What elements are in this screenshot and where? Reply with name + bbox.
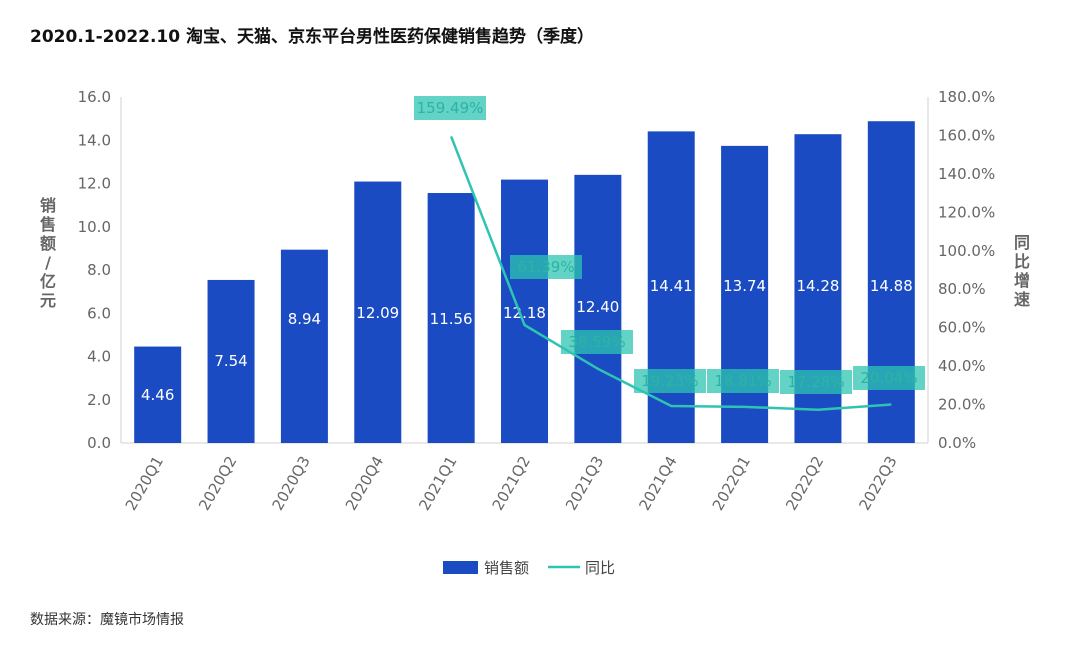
x-tick-label: 2021Q4 [635, 453, 680, 514]
yoy-label-box [634, 369, 706, 393]
y2-tick-label: 180.0% [938, 88, 995, 106]
yoy-value-label: 38.59% [568, 333, 625, 351]
y2-tick-label: 160.0% [938, 126, 995, 144]
y-tick-label: 6.0 [87, 304, 111, 322]
x-tick-label: 2022Q3 [855, 453, 900, 514]
y-axis-title: 销售额/亿元 [40, 196, 56, 310]
yoy-label-box [414, 96, 486, 120]
yoy-label-box [707, 369, 779, 393]
yoy-value-label: 20.04% [860, 369, 917, 387]
source-note: 数据来源：魔镜市场情报 [30, 612, 184, 628]
x-tick-label: 2020Q4 [342, 453, 387, 514]
legend-bar-label: 销售额 [484, 559, 529, 577]
y-tick-label: 16.0 [78, 88, 111, 106]
bar-2022q1 [721, 145, 769, 443]
bar-value-label: 11.56 [430, 310, 473, 328]
x-tick-label: 2020Q3 [269, 453, 314, 514]
bar-value-label: 7.54 [214, 352, 247, 370]
bar-value-label: 12.18 [503, 304, 546, 322]
bar-2020q4 [354, 181, 402, 443]
y2-tick-label: 0.0% [938, 434, 976, 452]
x-tick-label: 2020Q2 [195, 453, 240, 514]
bar-value-label: 14.28 [796, 277, 839, 295]
y-tick-label: 12.0 [78, 175, 111, 193]
yoy-value-label: 159.49% [417, 99, 484, 117]
y-tick-label: 0.0 [87, 434, 111, 452]
yoy-label-box [510, 255, 582, 279]
bar-2020q1 [134, 346, 182, 443]
yoy-line-series [449, 135, 892, 412]
y2-tick-label: 40.0% [938, 357, 986, 375]
bar-2020q3 [280, 249, 328, 443]
yoy-label-box [561, 330, 633, 354]
y2-tick-label: 100.0% [938, 242, 995, 260]
yoy-value-label: 61.39% [517, 258, 574, 276]
y-tick-label: 14.0 [78, 131, 111, 149]
y2-tick-label: 20.0% [938, 396, 986, 414]
y-tick-label: 4.0 [87, 348, 111, 366]
x-tick-label: 2021Q3 [562, 453, 607, 514]
y2-tick-label: 80.0% [938, 280, 986, 298]
bar-value-label: 14.88 [870, 277, 913, 295]
yoy-value-label: 17.28% [787, 373, 844, 391]
bar-2021q3 [574, 174, 622, 443]
y2-tick-label: 120.0% [938, 203, 995, 221]
x-tick-label: 2021Q2 [489, 453, 534, 514]
legend-bar-swatch [443, 561, 478, 574]
legend-line-label: 同比 [585, 559, 615, 577]
bar-value-label: 14.41 [650, 277, 693, 295]
x-tick-label: 2022Q1 [709, 453, 754, 514]
yoy-value-label: 19.23% [641, 372, 698, 390]
bar-value-label: 12.40 [576, 298, 619, 316]
x-tick-label: 2022Q2 [782, 453, 827, 514]
y-tick-label: 2.0 [87, 391, 111, 409]
y2-tick-label: 140.0% [938, 165, 995, 183]
bar-value-label: 13.74 [723, 277, 766, 295]
y2-axis-title: 同比增速 [1014, 233, 1030, 309]
bar-value-label: 8.94 [288, 310, 321, 328]
chart-title: 2020.1-2022.10 淘宝、天猫、京东平台男性医药保健销售趋势（季度） [30, 27, 595, 47]
y2-tick-label: 60.0% [938, 319, 986, 337]
chart: 0.0 2.0 4.0 6.0 8.0 10.0 12.0 14.0 16.0 0.0% 20.0%… [40, 88, 1030, 577]
bar-2021q2 [501, 179, 548, 444]
x-tick-label: 2020Q1 [122, 453, 167, 514]
yoy-label-box [853, 366, 925, 390]
bar-2020q2 [207, 279, 255, 443]
bar-2021q1 [427, 193, 475, 443]
yoy-label-box [780, 370, 852, 394]
x-tick-label: 2021Q1 [415, 453, 460, 514]
bar-value-label: 4.46 [141, 386, 174, 404]
y-tick-label: 8.0 [87, 261, 111, 279]
bar-value-label: 12.09 [356, 304, 399, 322]
y-tick-label: 10.0 [78, 218, 111, 236]
yoy-value-label: 18.81% [714, 372, 771, 390]
